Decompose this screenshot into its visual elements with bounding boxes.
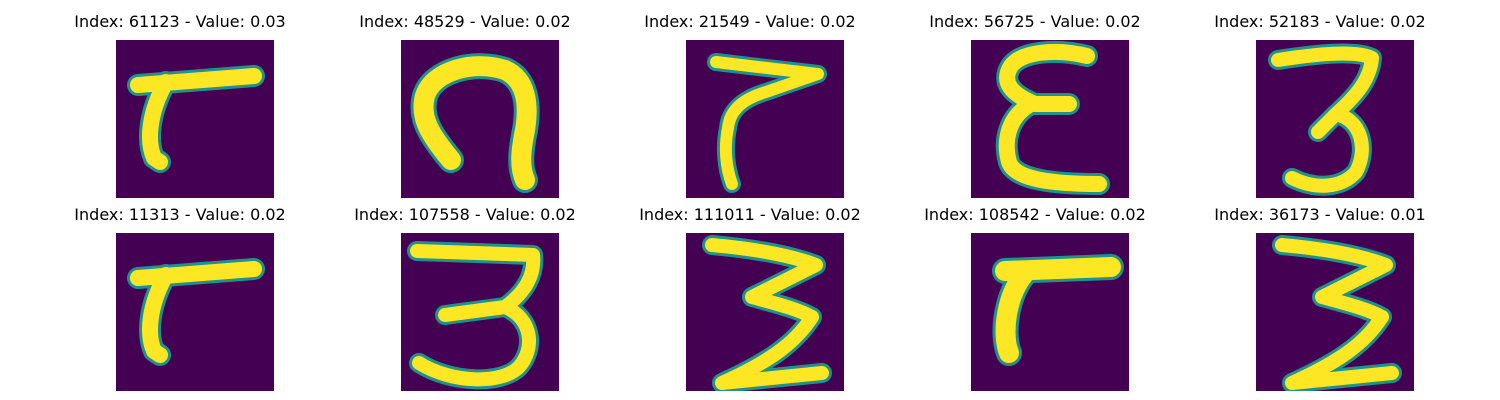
image-background (116, 233, 274, 391)
stroke-core (705, 238, 829, 390)
panel-title: Index: 56725 - Value: 0.02 (929, 12, 1141, 31)
digit-image (971, 40, 1129, 198)
stroke-core (1275, 238, 1399, 390)
panel-title: Index: 48529 - Value: 0.02 (359, 12, 571, 31)
digit-panel-3: Index: 21549 - Value: 0.02 (600, 12, 900, 202)
panel-title: Index: 11313 - Value: 0.02 (74, 205, 286, 224)
stroke-core (130, 261, 262, 363)
digit-panel-7: Index: 107558 - Value: 0.02 (315, 205, 615, 395)
digit-image (686, 233, 844, 391)
digit-panel-1: Index: 61123 - Value: 0.03 (30, 12, 330, 202)
panel-title: Index: 111011 - Value: 0.02 (639, 205, 861, 224)
digit-panel-5: Index: 52183 - Value: 0.02 (1170, 12, 1470, 202)
panel-title: Index: 52183 - Value: 0.02 (1214, 12, 1426, 31)
image-background (116, 40, 274, 198)
panel-title: Index: 36173 - Value: 0.01 (1214, 205, 1426, 224)
panel-title: Index: 61123 - Value: 0.03 (74, 12, 286, 31)
stroke-core (995, 257, 1121, 363)
digit-image (401, 233, 559, 391)
stroke-core (130, 68, 262, 170)
panel-title: Index: 107558 - Value: 0.02 (354, 205, 576, 224)
digit-panel-2: Index: 48529 - Value: 0.02 (315, 12, 615, 202)
digit-panel-8: Index: 111011 - Value: 0.02 (600, 205, 900, 395)
digit-panel-10: Index: 36173 - Value: 0.01 (1170, 205, 1470, 395)
stroke-core (413, 56, 537, 190)
stroke-core (710, 56, 824, 190)
panel-title: Index: 21549 - Value: 0.02 (644, 12, 856, 31)
digit-image (971, 233, 1129, 391)
stroke-core (1271, 46, 1379, 193)
digit-image (116, 233, 274, 391)
digit-image (1256, 233, 1414, 391)
digit-panel-6: Index: 11313 - Value: 0.02 (30, 205, 330, 395)
digit-image (686, 40, 844, 198)
digit-panel-9: Index: 108542 - Value: 0.02 (885, 205, 1185, 395)
digit-image (401, 40, 559, 198)
digit-image (1256, 40, 1414, 198)
stroke-core (410, 244, 541, 387)
stroke-core (998, 43, 1107, 192)
digit-image (116, 40, 274, 198)
panel-title: Index: 108542 - Value: 0.02 (924, 205, 1146, 224)
digit-panel-4: Index: 56725 - Value: 0.02 (885, 12, 1185, 202)
